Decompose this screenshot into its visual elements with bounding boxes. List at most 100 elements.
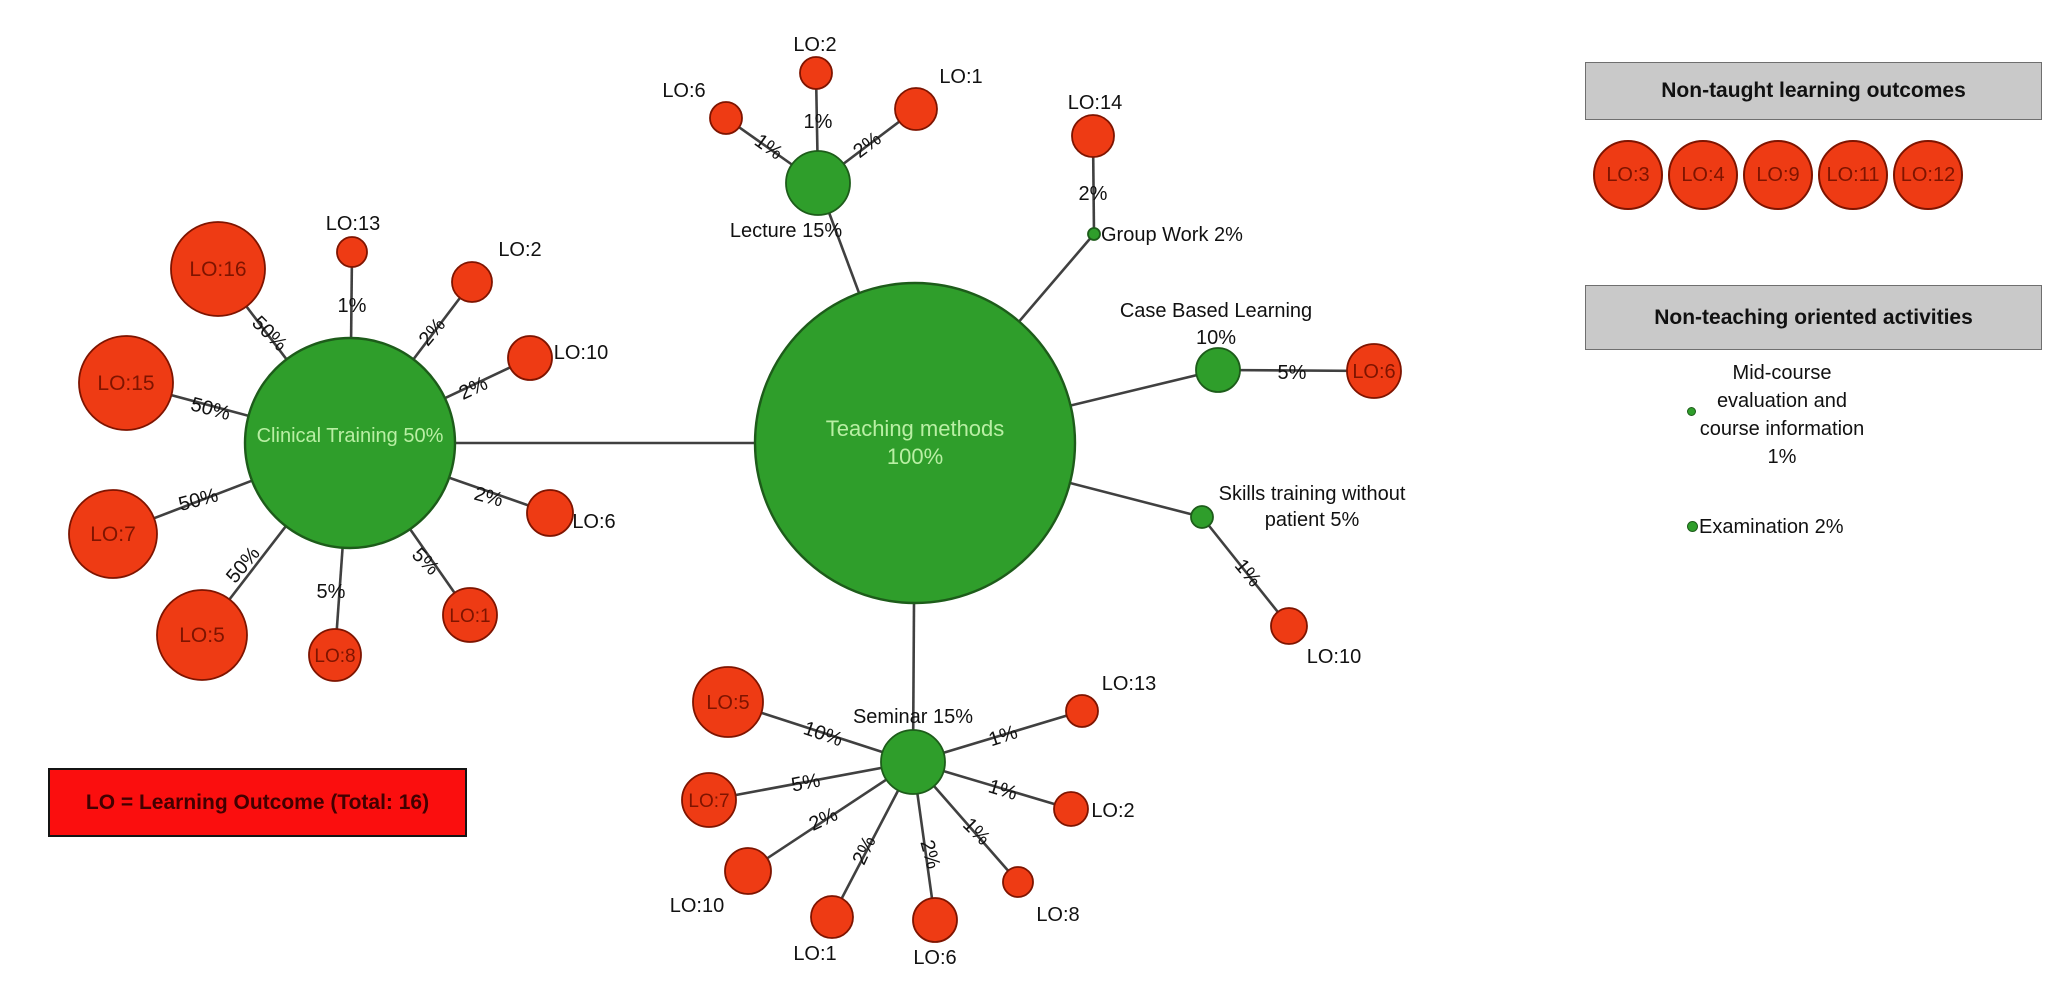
legend-box: LO = Learning Outcome (Total: 16) (48, 768, 467, 837)
edge-label-gw-gw_lo14: 2% (1079, 183, 1108, 205)
label-cl_lo7: LO:7 (90, 523, 136, 546)
node-gw_lo14 (1071, 114, 1115, 158)
non-taught-lo-circle: LO:3 (1593, 140, 1663, 210)
label-sem_lo8: LO:8 (1036, 904, 1079, 926)
node-cl_lo10 (507, 335, 553, 381)
node-cl_lo6 (526, 489, 574, 537)
edge-label-lecture-lec_lo6: 1% (750, 130, 786, 165)
node-cl_lo7 (68, 489, 158, 579)
edge-skills-sk_lo10 (1200, 516, 1291, 627)
edge-label-clinical-cl_lo6: 2% (472, 483, 506, 512)
label-seminar: Seminar 15% (853, 706, 973, 728)
label-cl_lo5: LO:5 (179, 624, 225, 647)
label-sem_lo1: LO:1 (793, 943, 836, 965)
label-sem_lo13: LO:13 (1102, 673, 1156, 695)
edge-label-clinical-cl_lo13: 1% (338, 295, 367, 317)
edge-label-lecture-lec_lo1: 2% (849, 128, 885, 163)
edge-label-clinical-cl_lo1: 5% (407, 544, 443, 580)
examination-activity-label: Examination 2% (1699, 516, 1844, 538)
mid-course-activity-label: Mid-course evaluation and course informa… (1657, 359, 1907, 471)
node-cl_lo15 (78, 335, 174, 431)
edge-label-cbl-cbl_lo6: 5% (1278, 362, 1307, 384)
edge-label-lecture-lec_lo2: 1% (804, 111, 833, 133)
node-cl_lo8 (308, 628, 362, 682)
label-clinical: Clinical Training 50% (257, 425, 444, 447)
node-sk_lo10 (1270, 607, 1308, 645)
edge-label-clinical-cl_lo10: 2% (456, 372, 492, 404)
mid-course-line: evaluation and (1716, 390, 1848, 412)
edge-label-clinical-cl_lo15: 50% (188, 393, 233, 425)
node-seminar (880, 729, 946, 795)
edge-label-seminar-sem_lo1: 2% (848, 833, 880, 869)
node-sem_lo10 (724, 847, 772, 895)
label-sem_lo10: LO:10 (670, 895, 724, 917)
edge-label-seminar-sem_lo7: 5% (790, 770, 823, 797)
node-cl_lo5 (156, 589, 248, 681)
node-cbl (1195, 347, 1241, 393)
node-cl_lo1 (442, 587, 498, 643)
node-sem_lo7 (681, 772, 737, 828)
node-lecture (785, 150, 851, 216)
label-lec_lo2: LO:2 (793, 34, 836, 56)
label-cl_lo6: LO:6 (572, 511, 615, 533)
node-cl_lo16 (170, 221, 266, 317)
label-cl_lo1: LO:1 (449, 606, 490, 627)
node-cl_lo13 (336, 236, 368, 268)
edge-label-seminar-sem_lo5: 10% (800, 717, 845, 751)
label-cl_lo13: LO:13 (326, 213, 380, 235)
non-taught-lo-label: LO:11 (1826, 163, 1880, 186)
label-cbl: 10% (1196, 327, 1236, 349)
node-gw (1087, 227, 1101, 241)
label-cl_lo15: LO:15 (97, 372, 154, 395)
node-lec_lo6 (709, 101, 743, 135)
non-taught-lo-row: LO:3 LO:4 LO:9 LO:11 LO:12 (1593, 140, 1963, 210)
non-teaching-header: Non-teaching oriented activities (1585, 285, 2042, 350)
node-lec_lo1 (894, 87, 938, 131)
edge-label-seminar-sem_lo6: 2% (915, 838, 944, 872)
non-taught-lo-label: LO:3 (1606, 163, 1650, 186)
edge-label-clinical-cl_lo7: 50% (176, 484, 221, 516)
label-sem_lo6: LO:6 (913, 947, 956, 969)
label-cl_lo2: LO:2 (498, 239, 541, 261)
mid-course-line: course information (1699, 418, 1865, 440)
non-taught-lo-label: LO:9 (1756, 163, 1800, 186)
label-cl_lo8: LO:8 (314, 646, 355, 667)
non-taught-header: Non-taught learning outcomes (1585, 62, 2042, 120)
node-cbl_lo6 (1346, 343, 1402, 399)
mid-course-activity-dot-icon (1687, 407, 1696, 416)
node-lec_lo2 (799, 56, 833, 90)
label-lec_lo1: LO:1 (939, 66, 982, 88)
edge-seminar-sem_lo7 (708, 760, 914, 802)
edge-label-clinical-cl_lo8: 5% (317, 581, 346, 603)
legend-label: LO = Learning Outcome (Total: 16) (85, 790, 430, 814)
label-cl_lo10: LO:10 (554, 342, 608, 364)
edge-label-seminar-sem_lo2: 1% (986, 776, 1020, 806)
label-gw_lo14: LO:14 (1068, 92, 1122, 114)
node-teaching (753, 281, 1077, 605)
label-cl_lo16: LO:16 (189, 258, 246, 281)
label-skills: Skills training without (1219, 483, 1406, 505)
non-taught-lo-label: LO:4 (1681, 163, 1725, 186)
label-sem_lo2: LO:2 (1091, 800, 1134, 822)
label-sk_lo10: LO:10 (1307, 646, 1361, 668)
mid-course-line: Mid-course (1732, 362, 1832, 384)
edge-label-seminar-sem_lo13: 1% (986, 721, 1020, 751)
node-sem_lo13 (1065, 694, 1099, 728)
edge-label-clinical-cl_lo5: 50% (222, 543, 265, 588)
non-taught-lo-circle: LO:9 (1743, 140, 1813, 210)
mid-course-line: 1% (1767, 446, 1797, 468)
label-lecture: Lecture 15% (730, 220, 843, 242)
node-sem_lo1 (810, 895, 854, 939)
label-sem_lo7: LO:7 (688, 791, 729, 812)
non-taught-header-label: Non-taught learning outcomes (1661, 79, 1966, 102)
non-taught-lo-label: LO:12 (1900, 163, 1956, 186)
non-taught-lo-circle: LO:4 (1668, 140, 1738, 210)
examination-activity-dot-icon (1687, 521, 1698, 532)
node-cl_lo2 (451, 261, 493, 303)
non-taught-lo-circle: LO:12 (1893, 140, 1963, 210)
node-clinical (243, 336, 457, 550)
label-gw: Group Work 2% (1101, 224, 1243, 246)
label-cbl_lo6: LO:6 (1352, 361, 1395, 383)
